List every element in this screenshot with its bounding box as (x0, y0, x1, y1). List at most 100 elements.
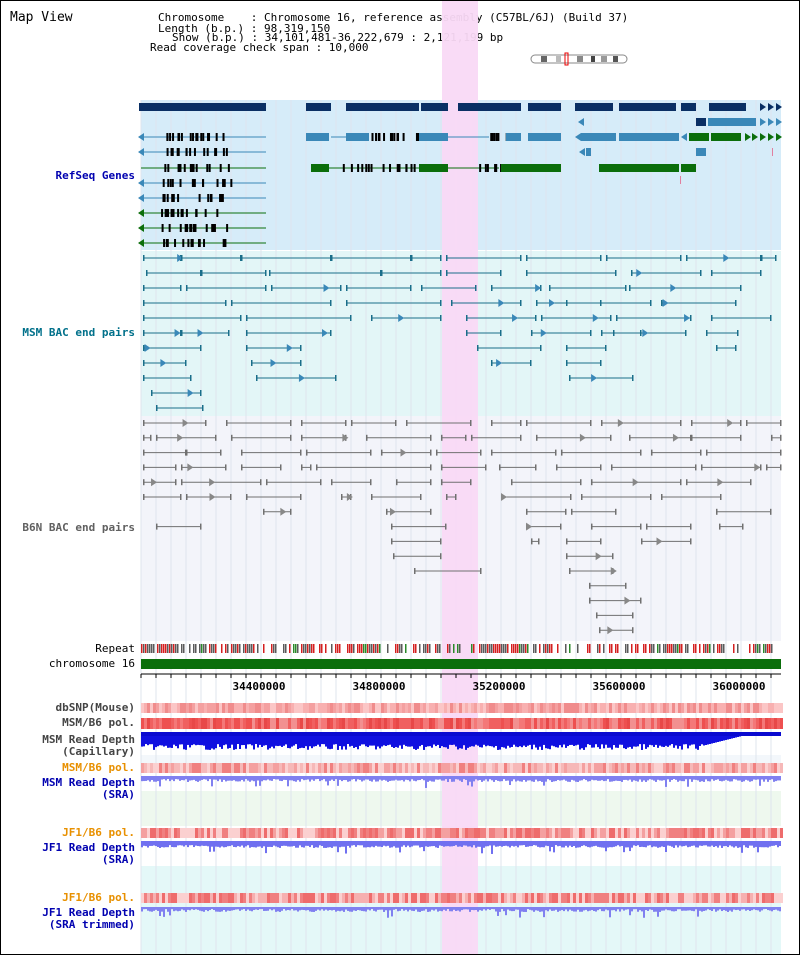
track-label-dbsnp[interactable]: dbSNP(Mouse) (55, 701, 135, 714)
msm-bac-pair-end (156, 405, 158, 411)
msm-b6-pol2-heat (165, 763, 168, 773)
jf1-sra-depth (293, 841, 295, 846)
msm-b6-pol2-heat (780, 763, 783, 773)
track-label-msm-b6-pol-1[interactable]: MSM/B6 pol. (62, 716, 135, 729)
msm-b6-pol-heat (315, 718, 318, 729)
jf1-sra-depth (427, 841, 429, 847)
track-label-jf1-depth-sra[interactable]: JF1 Read Depth (42, 841, 135, 854)
msm-b6-pol-heat (150, 718, 153, 729)
jf1-sra-depth (191, 841, 193, 846)
msm-b6-pol2-heat (696, 763, 699, 773)
msm-b6-pol-heat (450, 718, 453, 729)
msm-bac-pair-end (246, 345, 248, 351)
track-label-jf1-b6-pol-2[interactable]: JF1/B6 pol. (62, 891, 135, 904)
jf1-trimmed-depth (587, 907, 589, 912)
track-label-refseq-genes[interactable]: RefSeq Genes (55, 169, 135, 182)
repeat-element (611, 644, 613, 653)
gene-exon (497, 133, 500, 141)
msm-capillary-depth (417, 732, 419, 749)
track-label-msm-depth-capillary[interactable]: MSM Read Depth (42, 733, 135, 746)
msm-b6-pol-heat (519, 718, 522, 729)
gene-exon (221, 194, 224, 202)
msm-sra-depth (189, 776, 191, 781)
strand-arrow (760, 133, 766, 141)
jf1-trimmed-depth (593, 907, 595, 912)
jf1-sra-depth (399, 841, 401, 853)
b6n-bac-pair-end (280, 464, 282, 471)
jf1-b6-pol-heat (633, 828, 636, 838)
msm-b6-pol2-heat (258, 763, 261, 773)
msm-sra-depth (257, 776, 259, 781)
jf1-sra-depth (403, 841, 405, 846)
msm-b6-pol2-heat (561, 763, 564, 773)
jf1-sra-depth (219, 841, 221, 848)
gene-exon (208, 164, 211, 172)
jf1-b6-pol-heat (234, 828, 237, 838)
dbsnp-heat (534, 703, 537, 713)
b6n-bac-pair-end (396, 479, 398, 486)
jf1-sra-depth (757, 841, 759, 853)
dbsnp-heat (648, 703, 651, 713)
msm-bac-pair-end (631, 270, 633, 276)
msm-sra-depth (593, 776, 595, 781)
jf1-b6-pol-heat (378, 828, 381, 838)
gene-exon (165, 209, 168, 217)
track-label-b6n-bac[interactable]: B6N BAC end pairs (22, 521, 135, 534)
track-label-jf1-depth-trimmed[interactable]: JF1 Read Depth (42, 906, 135, 919)
msm-capillary-depth (315, 732, 317, 747)
gene-exon (495, 133, 498, 141)
b6n-bac-pair-end (220, 449, 222, 456)
dbsnp-heat (345, 703, 348, 713)
dbsnp-heat (258, 703, 261, 713)
jf1-b6-pol-heat (642, 828, 645, 838)
jf1-b6-pol2-heat (753, 893, 756, 903)
track-label-msm-bac[interactable]: MSM BAC end pairs (22, 326, 135, 339)
repeat-element (597, 644, 599, 653)
msm-capillary-depth (625, 732, 627, 750)
gene-exon-block (346, 133, 369, 141)
msm-b6-pol2-heat (507, 763, 510, 773)
msm-capillary-depth (271, 732, 273, 747)
jf1-sra-depth (259, 841, 261, 847)
msm-bac-pair-end (251, 360, 253, 366)
msm-capillary-depth (351, 732, 353, 746)
msm-capillary-depth (537, 732, 539, 750)
jf1-b6-pol2-heat (687, 893, 690, 903)
jf1-b6-pol2-heat (243, 893, 246, 903)
msm-sra-depth (355, 776, 357, 782)
msm-capillary-depth (581, 732, 583, 749)
msm-b6-pol-heat (528, 718, 531, 729)
msm-bac-pair-end (410, 285, 412, 291)
dbsnp-heat (594, 703, 597, 713)
msm-b6-pol-heat (141, 718, 144, 729)
msm-bac-pair-end (256, 375, 258, 381)
msm-b6-pol2-heat (570, 763, 573, 773)
jf1-sra-depth (279, 841, 281, 848)
jf1-trimmed-depth (731, 907, 733, 912)
dbsnp-heat (141, 703, 144, 713)
track-label-msm-b6-pol-2[interactable]: MSM/B6 pol. (62, 761, 135, 774)
dbsnp-heat (318, 703, 321, 713)
track-label-jf1-b6-pol-1[interactable]: JF1/B6 pol. (62, 826, 135, 839)
msm-sra-depth (443, 776, 445, 781)
track-label-msm-depth-sra[interactable]: MSM Read Depth (42, 776, 135, 789)
jf1-b6-pol2-heat (462, 893, 465, 903)
msm-bac-pair-end (246, 330, 248, 336)
dbsnp-heat (621, 703, 624, 713)
repeat-element (643, 644, 645, 653)
msm-b6-pol-heat (720, 718, 723, 729)
msm-sra-depth (423, 776, 425, 781)
gene-exon (166, 239, 169, 247)
msm-b6-pol-heat (729, 718, 732, 729)
msm-b6-pol-heat (546, 718, 549, 729)
msm-b6-pol2-heat (429, 763, 432, 773)
msm-b6-pol-heat (204, 718, 207, 729)
dbsnp-heat (591, 703, 594, 713)
jf1-sra-depth (523, 841, 525, 846)
msm-bac-pair-end (735, 345, 737, 351)
strand-arrow (681, 133, 687, 141)
msm-b6-pol-heat (228, 718, 231, 729)
jf1-b6-pol-heat (273, 828, 276, 838)
jf1-b6-pol2-heat (663, 893, 666, 903)
dbsnp-heat (303, 703, 306, 713)
